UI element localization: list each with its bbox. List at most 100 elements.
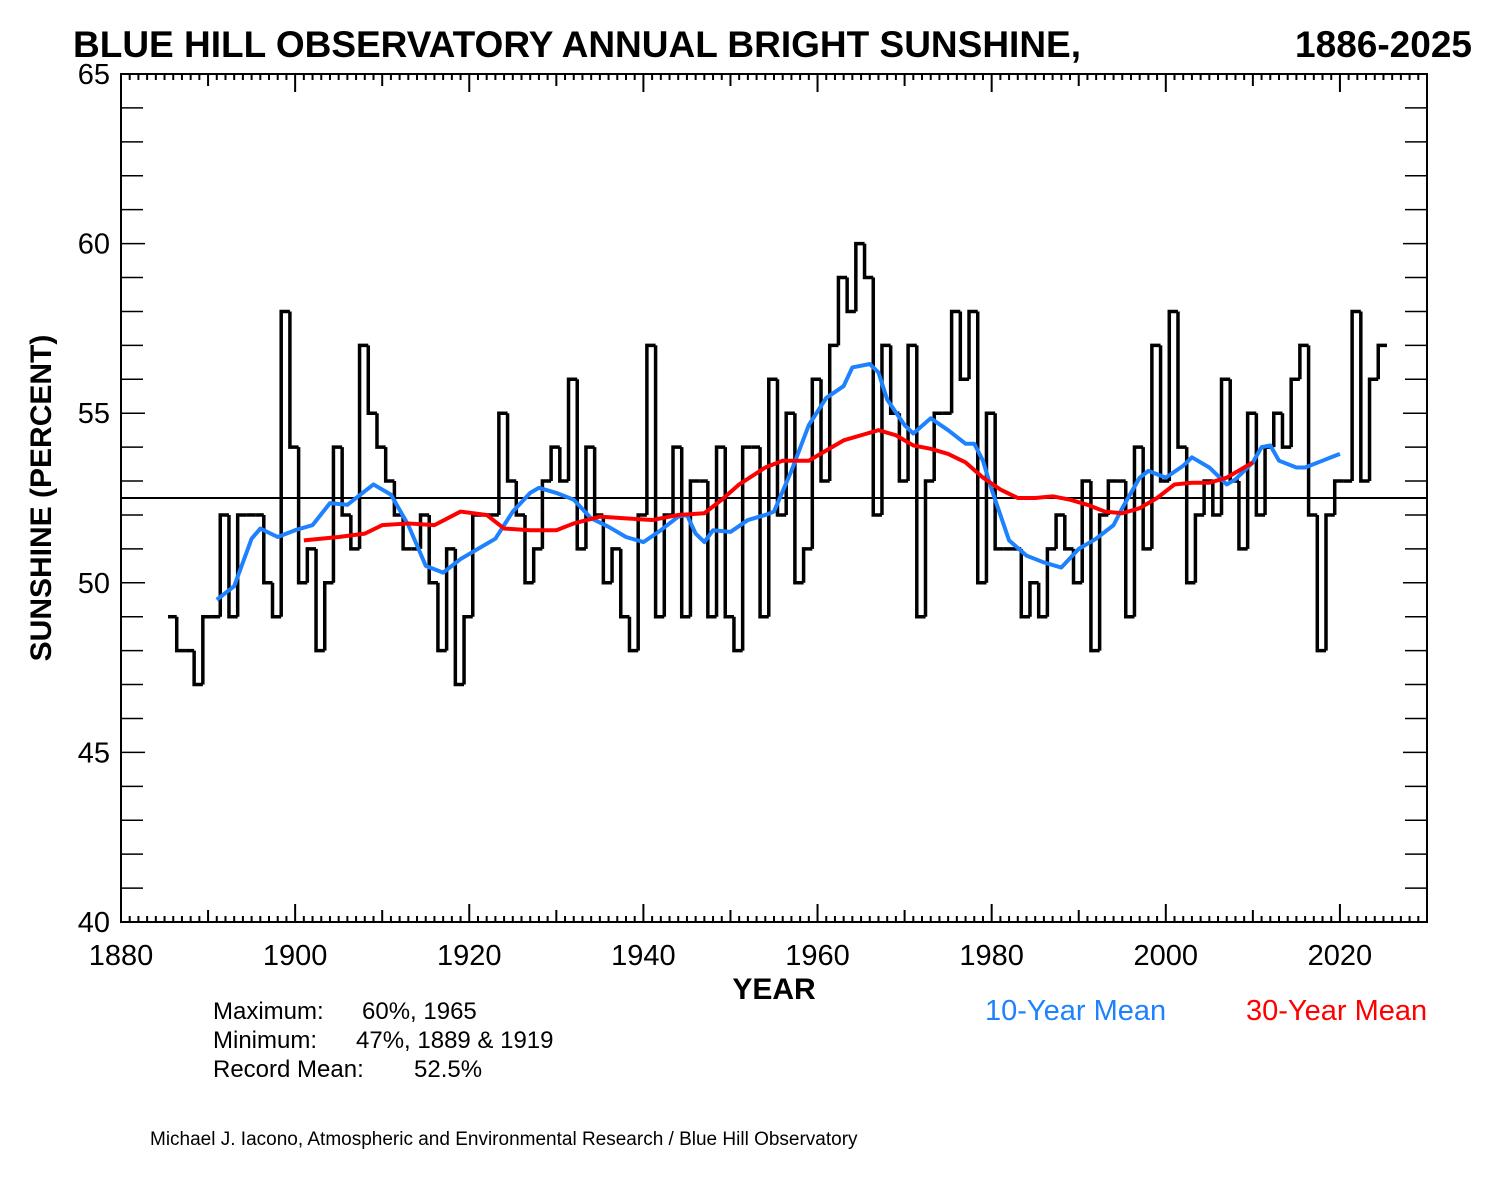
x-tick-label: 1980 bbox=[959, 940, 1024, 972]
annual-step-1937 bbox=[610, 547, 621, 583]
x-tick-label: 1960 bbox=[785, 940, 850, 972]
series-10-year-mean bbox=[215, 362, 1341, 602]
plot-marks bbox=[121, 241, 1427, 687]
annual-step-1954 bbox=[758, 447, 769, 619]
annual-step-1987 bbox=[1045, 547, 1057, 617]
annual-step-2018 bbox=[1315, 514, 1326, 653]
annual-step-1979 bbox=[975, 311, 987, 585]
annual-step-1990 bbox=[1071, 548, 1083, 585]
legend-30-year-mean: 30-Year Mean bbox=[1246, 995, 1427, 1027]
annual-step-1939 bbox=[627, 616, 639, 653]
annual-step-1927 bbox=[523, 514, 534, 585]
legend-10-year-mean: 10-Year Mean bbox=[985, 995, 1166, 1027]
annual-step-2019 bbox=[1324, 513, 1335, 651]
annual-step-2012 bbox=[1263, 445, 1274, 515]
credit-line: Michael J. Iacono, Atmospheric and Envir… bbox=[150, 1129, 858, 1150]
annual-step-1893 bbox=[227, 514, 238, 619]
annual-step-1920 bbox=[462, 614, 473, 685]
annual-step-1897 bbox=[262, 514, 273, 585]
annual-step-1955 bbox=[767, 377, 778, 617]
x-tick-label: 1880 bbox=[89, 940, 154, 972]
stat-record-mean-label: Record Mean: bbox=[213, 1056, 364, 1083]
annual-step-1963 bbox=[836, 275, 848, 346]
annual-step-1952 bbox=[740, 445, 752, 651]
stat-maximum-value: 60%, 1965 bbox=[362, 998, 477, 1025]
annual-step-2023 bbox=[1359, 311, 1370, 483]
annual-step-1909 bbox=[366, 345, 377, 415]
annual-step-1993 bbox=[1097, 513, 1109, 651]
annual-step-2006 bbox=[1211, 481, 1222, 517]
y-tick-label: 40 bbox=[78, 907, 110, 939]
stat-record-mean-value: 52.5% bbox=[414, 1056, 482, 1083]
annual-step-1903 bbox=[314, 548, 325, 653]
annual-step-1930 bbox=[549, 445, 560, 482]
annual-step-1965 bbox=[854, 241, 865, 312]
annual-step-1992 bbox=[1089, 481, 1100, 653]
stat-minimum-label: Minimum: bbox=[213, 1027, 317, 1054]
annual-step-1910 bbox=[375, 413, 386, 449]
annual-step-1985 bbox=[1028, 581, 1039, 617]
chart-title: BLUE HILL OBSERVATORY ANNUAL BRIGHT SUNS… bbox=[73, 24, 1081, 65]
annual-step-1944 bbox=[671, 445, 682, 515]
annual-step-1949 bbox=[714, 445, 726, 617]
y-tick-label: 60 bbox=[78, 229, 110, 261]
annual-step-2001 bbox=[1167, 309, 1178, 482]
annual-step-2017 bbox=[1306, 345, 1318, 517]
annual-step-1902 bbox=[305, 547, 317, 583]
annual-step-1980 bbox=[984, 411, 996, 583]
annual-step-1894 bbox=[235, 513, 247, 617]
annual-step-1892 bbox=[218, 513, 229, 617]
annual-step-2015 bbox=[1289, 377, 1300, 448]
annual-step-1913 bbox=[401, 514, 412, 551]
y-axis-label: SUNSHINE (PERCENT) bbox=[25, 335, 58, 662]
y-tick-label: 45 bbox=[78, 737, 110, 769]
annual-step-2007 bbox=[1219, 377, 1231, 515]
annual-step-1978 bbox=[967, 309, 978, 380]
annual-step-1931 bbox=[558, 447, 569, 483]
annual-step-2011 bbox=[1254, 413, 1266, 517]
x-tick-label: 1900 bbox=[263, 940, 328, 972]
x-tick-label: 2020 bbox=[1308, 940, 1373, 972]
annual-step-1904 bbox=[322, 581, 334, 651]
annual-step-1919 bbox=[453, 548, 465, 687]
annual-step-1961 bbox=[819, 379, 830, 483]
annual-step-1940 bbox=[636, 513, 647, 651]
annual-step-1966 bbox=[862, 243, 874, 280]
annual-step-1999 bbox=[1150, 343, 1161, 549]
annual-step-1959 bbox=[801, 547, 813, 583]
annual-step-1996 bbox=[1124, 481, 1135, 619]
annual-step-2013 bbox=[1272, 411, 1283, 448]
annual-step-1935 bbox=[592, 447, 604, 517]
annual-step-2003 bbox=[1184, 447, 1196, 585]
annual-step-1989 bbox=[1063, 514, 1074, 551]
annual-step-1958 bbox=[793, 413, 804, 585]
annual-step-1918 bbox=[444, 547, 456, 651]
annual-step-1946 bbox=[688, 479, 700, 617]
annual-step-1943 bbox=[662, 513, 674, 617]
annual-step-1997 bbox=[1132, 445, 1144, 617]
annual-step-1974 bbox=[932, 411, 943, 482]
annual-step-1908 bbox=[357, 343, 369, 549]
annual-step-1968 bbox=[880, 343, 891, 515]
annual-step-1988 bbox=[1054, 513, 1065, 549]
annual-step-2025 bbox=[1376, 343, 1387, 380]
annual-step-1924 bbox=[497, 411, 508, 515]
annual-step-1901 bbox=[296, 447, 308, 585]
annual-step-1948 bbox=[706, 481, 717, 619]
annual-step-1933 bbox=[575, 379, 586, 551]
annual-step-1915 bbox=[418, 513, 430, 549]
annual-step-2016 bbox=[1298, 343, 1309, 380]
stat-minimum-value: 47%, 1889 & 1919 bbox=[356, 1027, 554, 1054]
annual-step-2009 bbox=[1237, 481, 1248, 551]
annual-step-1972 bbox=[915, 345, 926, 619]
annual-step-1898 bbox=[270, 582, 282, 619]
annual-step-2010 bbox=[1245, 411, 1257, 549]
x-tick-label: 1920 bbox=[437, 940, 502, 972]
annual-step-1900 bbox=[288, 311, 299, 449]
annual-step-1956 bbox=[775, 379, 787, 517]
annual-step-1945 bbox=[679, 447, 691, 619]
annual-step-1907 bbox=[349, 514, 360, 551]
annual-step-2008 bbox=[1228, 379, 1239, 483]
annual-step-2020 bbox=[1332, 479, 1344, 515]
